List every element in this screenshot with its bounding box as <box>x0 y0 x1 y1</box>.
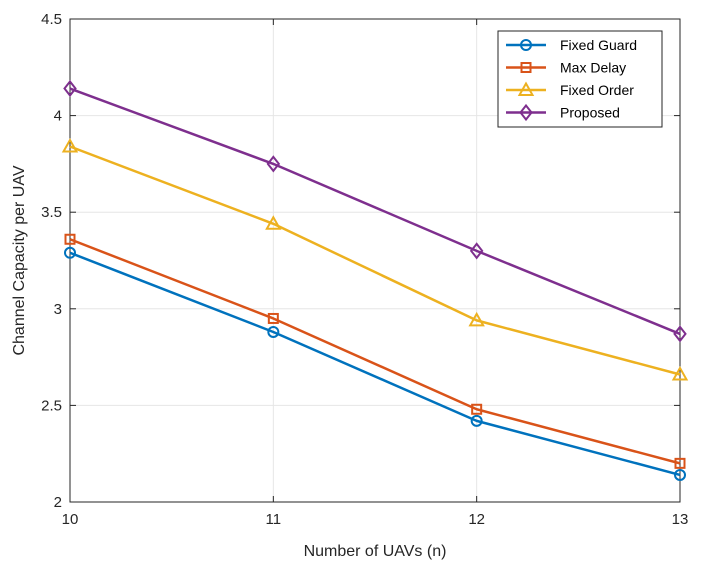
legend-marker-proposed <box>519 103 533 122</box>
data-point-fixed-guard <box>267 325 280 338</box>
data-point-fixed-order <box>61 137 79 153</box>
series-line-fixed-guard <box>69 251 681 477</box>
data-point-proposed <box>266 155 281 173</box>
legend-label-proposed: Proposed <box>560 105 620 121</box>
y-axis-label: Channel Capacity per UAV <box>11 165 28 355</box>
data-point-max-delay <box>471 403 483 415</box>
data-point-fixed-guard <box>470 414 483 427</box>
data-point-proposed <box>63 79 77 98</box>
legend-marker-max-delay <box>520 62 532 73</box>
y-tick-label: 4 <box>54 108 62 125</box>
data-point-fixed-guard <box>64 246 76 259</box>
series-line-fixed-order <box>69 145 681 376</box>
x-tick-label: 11 <box>266 511 282 528</box>
y-tick-label: 2.5 <box>41 397 62 414</box>
y-tick-label: 2 <box>54 494 62 511</box>
axis-ticks: 10 11 12 13 2 2.5 3 3.5 4 4.5 <box>41 11 688 528</box>
x-tick-label: 12 <box>468 511 485 528</box>
series-max-delay <box>64 233 686 469</box>
y-tick-label: 3.5 <box>41 204 62 221</box>
data-point-fixed-order <box>671 365 689 381</box>
legend-label-fixed-order: Fixed Order <box>560 82 634 98</box>
data-point-proposed <box>673 325 687 343</box>
legend-label-max-delay: Max Delay <box>560 60 626 76</box>
legend-marker-fixed-guard <box>520 39 532 51</box>
series-line-proposed <box>69 87 681 336</box>
data-point-max-delay <box>674 457 686 469</box>
series-line-max-delay <box>69 238 681 465</box>
data-point-fixed-guard <box>674 468 686 481</box>
legend: Fixed Guard Max Delay Fixed Order Proposed <box>497 30 663 128</box>
legend-label-fixed-guard: Fixed Guard <box>560 37 637 53</box>
x-tick-label: 13 <box>672 511 689 528</box>
plot-area <box>69 18 681 503</box>
legend-marker-fixed-order <box>517 81 535 96</box>
data-point-max-delay <box>64 233 76 245</box>
data-point-fixed-order <box>265 215 282 230</box>
x-tick-label: 10 <box>62 511 79 528</box>
data-point-proposed <box>469 242 484 260</box>
data-point-fixed-order <box>468 311 485 327</box>
x-axis-label: Number of UAVs (n) <box>304 543 447 560</box>
series-fixed-order <box>61 137 689 381</box>
series-fixed-guard <box>64 246 686 481</box>
y-tick-label: 4.5 <box>41 11 62 28</box>
series-group <box>61 79 689 481</box>
data-point-max-delay <box>267 312 279 324</box>
y-tick-label: 3 <box>54 301 62 318</box>
legend-box <box>497 30 663 128</box>
series-proposed <box>63 79 687 343</box>
